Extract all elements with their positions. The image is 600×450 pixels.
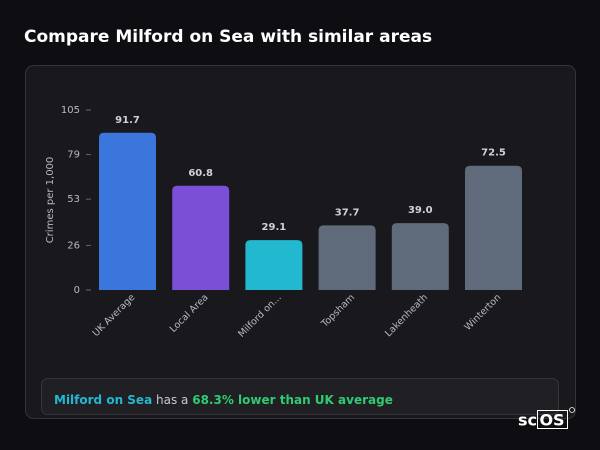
chart-title: Compare Milford on Sea with similar area… [24, 27, 432, 47]
logo-box [537, 410, 568, 429]
value-label: 72.5 [481, 148, 506, 159]
value-label: 39.0 [408, 205, 433, 216]
y-tick-label: 0 [74, 285, 80, 296]
y-tick-label: 53 [67, 194, 80, 205]
y-tick-label: 79 [67, 150, 80, 161]
y-tick-label: 105 [61, 105, 80, 116]
value-label: 60.8 [188, 168, 213, 179]
value-label: 91.7 [115, 115, 140, 126]
bar [99, 132, 156, 290]
logo-registered [569, 407, 575, 413]
summary-comparison: 68.3% lower than UK average [192, 393, 393, 407]
y-axis-label: Crimes per 1,000 [45, 157, 56, 244]
summary-text: Milford on Sea has a 68.3% lower than UK… [54, 393, 393, 407]
logo-boxed: OS [539, 411, 564, 430]
logo-prefix: sc [518, 411, 537, 430]
value-label: 37.7 [335, 207, 360, 218]
bar [465, 165, 522, 290]
summary-connector: has a [156, 393, 188, 407]
bar [172, 185, 230, 290]
bar [391, 223, 449, 290]
y-tick-label: 26 [67, 240, 80, 251]
summary-area: Milford on Sea [54, 393, 152, 407]
bar [318, 225, 376, 290]
bar [245, 240, 303, 290]
value-label: 29.1 [262, 222, 287, 233]
summary-box [41, 378, 559, 415]
